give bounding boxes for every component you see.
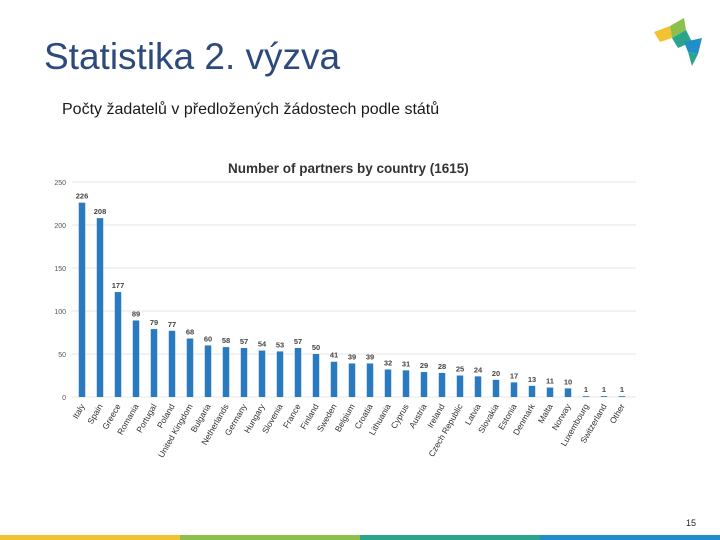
bar: [510, 382, 518, 397]
y-tick-label: 0: [62, 395, 66, 402]
footer-color-bar: [0, 535, 720, 540]
chart-axis-ticks: 050100150200250ItalySpainGreeceRomaniaPo…: [54, 180, 627, 459]
bar-value-label: 1: [602, 385, 606, 394]
bar-value-label: 79: [150, 318, 158, 327]
bar: [258, 350, 266, 397]
y-tick-label: 250: [54, 180, 66, 187]
bar-value-label: 57: [294, 337, 302, 346]
bar: [78, 202, 86, 397]
bar: [114, 292, 122, 397]
x-tick-label: Italy: [70, 401, 87, 420]
bar-value-label: 89: [132, 309, 140, 318]
y-tick-label: 150: [54, 266, 66, 273]
bar-value-label: 11: [546, 377, 554, 386]
bar-value-label: 41: [330, 351, 338, 360]
bar: [132, 320, 140, 397]
y-tick-label: 50: [58, 352, 66, 359]
bar-value-label: 53: [276, 340, 284, 349]
bar: [420, 372, 428, 397]
bar-value-label: 17: [510, 371, 518, 380]
bar: [582, 396, 590, 397]
bar-value-label: 28: [438, 362, 446, 371]
bar: [564, 388, 572, 397]
y-tick-label: 200: [54, 223, 66, 230]
bar-value-label: 13: [528, 375, 536, 384]
bar: [456, 375, 464, 397]
slide-subtitle: Počty žadatelů v předložených žádostech …: [62, 101, 440, 118]
bar-value-label: 58: [222, 336, 230, 345]
chart-value-labels: 226 208 177 89 79 77 68 60 58 57 54 53 57 50 41 39 39 32 3…: [76, 192, 624, 395]
bar-value-label: 32: [384, 358, 392, 367]
bar: [150, 329, 158, 397]
bar: [402, 370, 410, 397]
bar: [330, 361, 338, 397]
chart-bars: [78, 202, 626, 397]
footer-segment-blue: [540, 535, 720, 540]
bar: [294, 347, 302, 397]
page-number: 15: [686, 518, 697, 528]
bar-value-label: 77: [168, 320, 176, 329]
footer-segment-teal: [360, 535, 540, 540]
bar: [618, 396, 626, 397]
bar-value-label: 10: [564, 377, 572, 386]
bar: [528, 385, 536, 397]
bar-value-label: 24: [474, 365, 483, 374]
bar-value-label: 57: [240, 337, 248, 346]
bar-value-label: 54: [258, 340, 267, 349]
bar-value-label: 25: [456, 365, 464, 374]
x-tick-label: Other: [607, 402, 626, 426]
bar-value-label: 226: [76, 192, 89, 201]
bar: [312, 354, 320, 397]
bar: [96, 218, 104, 397]
bar: [276, 351, 284, 397]
bar: [438, 372, 446, 397]
bar: [366, 363, 374, 397]
bar: [600, 396, 608, 397]
x-tick-label: United Kingdom: [156, 402, 195, 459]
footer-segment-green: [180, 535, 360, 540]
x-tick-label: Czech Republic: [426, 401, 465, 458]
bar: [384, 369, 392, 397]
bar: [240, 347, 248, 397]
bar: [348, 363, 356, 397]
bar: [492, 379, 500, 397]
footer-segment-yellow: [0, 535, 180, 540]
bar-value-label: 1: [620, 385, 624, 394]
bar: [204, 345, 212, 397]
bar: [186, 338, 194, 397]
bar-value-label: 177: [112, 281, 125, 290]
bar: [546, 387, 554, 397]
bar-value-label: 68: [186, 328, 194, 337]
bar-value-label: 208: [94, 207, 107, 216]
bar: [168, 330, 176, 397]
bar-value-label: 29: [420, 361, 428, 370]
bar-value-label: 60: [204, 334, 212, 343]
logo-icon: [654, 18, 702, 66]
bar-value-label: 31: [402, 359, 410, 368]
bar-value-label: 39: [366, 352, 374, 361]
y-tick-label: 100: [54, 309, 66, 316]
bar-value-label: 20: [492, 369, 500, 378]
bar-value-label: 50: [312, 343, 320, 352]
bar-value-label: 39: [348, 352, 356, 361]
bar-value-label: 1: [584, 385, 588, 394]
bar: [474, 376, 482, 397]
bar: [222, 347, 230, 397]
slide-title: Statistika 2. výzva: [44, 36, 341, 77]
chart-title: Number of partners by country (1615): [228, 161, 469, 176]
